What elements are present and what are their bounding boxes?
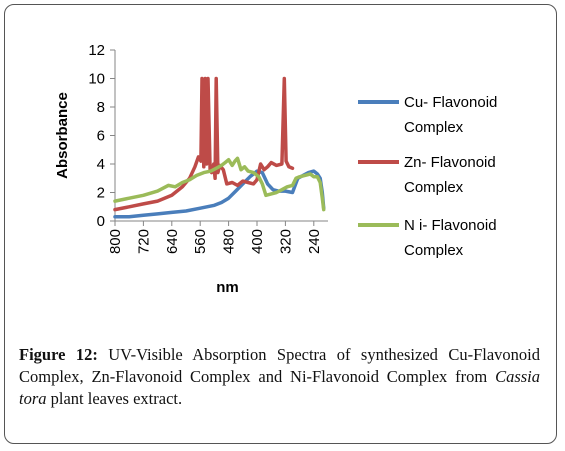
x-tick-label: 240 <box>306 229 323 254</box>
legend-label-1: Cu- Flavonoid Complex <box>404 94 497 136</box>
series-line-2 <box>113 76 295 212</box>
legend-label-2: Zn- Flavonoid Complex <box>404 154 496 196</box>
y-tick-label: 12 <box>88 42 105 59</box>
y-tick-label: 10 <box>88 71 105 88</box>
y-tick-label: 4 <box>97 156 105 173</box>
legend: Cu- Flavonoid Complex Zn- Flavonoid Complex… <box>358 94 497 259</box>
x-tick-label: 560 <box>192 229 209 254</box>
x-axis-title: nm <box>216 279 239 296</box>
x-tick-label: 800 <box>107 229 124 254</box>
y-tick-label: 0 <box>97 213 105 230</box>
x-tick-label: 480 <box>221 229 238 254</box>
caption-figure-label: Figure 12: <box>19 345 98 364</box>
caption-species: Cassia tora <box>19 367 540 408</box>
caption-text-end: plant leaves extract. <box>46 389 183 408</box>
figure-caption: Figure 12: UV-Visible Absorption Spectra… <box>19 344 540 410</box>
y-tick-label: 8 <box>97 99 105 116</box>
x-tick-label: 640 <box>164 229 181 254</box>
caption-text: UV-Visible Absorption Spectra of synthes… <box>19 345 540 386</box>
x-tick-label: 720 <box>135 229 152 254</box>
figure-frame <box>4 4 557 444</box>
y-axis-title: Absorbance <box>54 92 71 179</box>
chart: 0 2 4 6 8 10 12 800 720 640 560 480 400 320 240 nm Absor… <box>54 42 497 296</box>
plot-axes: 0 2 4 6 8 10 12 800 720 640 560 480 400 320 240 nm Absor… <box>54 42 328 296</box>
y-tick-label: 6 <box>97 128 105 145</box>
legend-label-3: N i- Flavonoid Complex <box>404 217 497 259</box>
series-line-3 <box>113 156 326 212</box>
y-tick-label: 2 <box>97 185 105 202</box>
x-tick-label: 320 <box>277 229 294 254</box>
plot-series <box>113 76 326 219</box>
x-tick-label: 400 <box>249 229 266 254</box>
